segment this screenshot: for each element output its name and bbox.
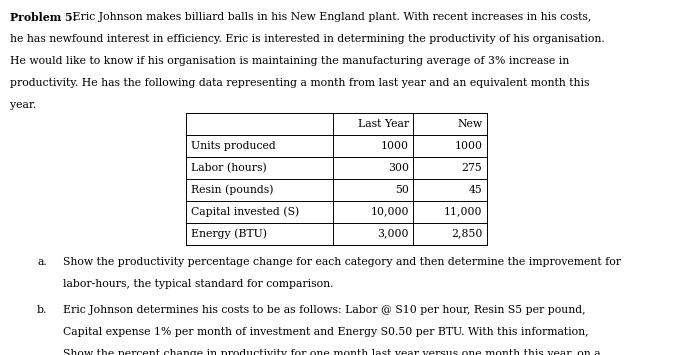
- Text: New: New: [457, 119, 482, 129]
- Text: 1000: 1000: [454, 141, 482, 151]
- Text: Resin (pounds): Resin (pounds): [191, 184, 274, 195]
- Text: Problem 5:: Problem 5:: [10, 12, 77, 23]
- Text: Show the percent change in productivity for one month last year versus one month: Show the percent change in productivity …: [63, 349, 601, 355]
- Text: 2,850: 2,850: [451, 229, 482, 239]
- Text: 300: 300: [388, 163, 409, 173]
- Text: he has newfound interest in efficiency. Eric is interested in determining the pr: he has newfound interest in efficiency. …: [10, 34, 606, 44]
- Text: Show the productivity percentage change for each category and then determine the: Show the productivity percentage change …: [63, 257, 621, 267]
- Text: 45: 45: [468, 185, 482, 195]
- Text: Eric Johnson makes billiard balls in his New England plant. With recent increase: Eric Johnson makes billiard balls in his…: [69, 12, 591, 22]
- Text: Eric Johnson determines his costs to be as follows: Labor @ S10 per hour, Resin : Eric Johnson determines his costs to be …: [63, 305, 586, 315]
- Text: a.: a.: [37, 257, 47, 267]
- Text: 10,000: 10,000: [370, 207, 409, 217]
- Text: 50: 50: [395, 185, 409, 195]
- Text: Capital invested (S): Capital invested (S): [191, 206, 300, 217]
- Text: 275: 275: [461, 163, 482, 173]
- Text: Labor (hours): Labor (hours): [191, 163, 267, 173]
- Text: 1000: 1000: [381, 141, 409, 151]
- Text: Capital expense 1% per month of investment and Energy S0.50 per BTU. With this i: Capital expense 1% per month of investme…: [63, 327, 589, 337]
- Text: productivity. He has the following data representing a month from last year and : productivity. He has the following data …: [10, 78, 590, 88]
- FancyBboxPatch shape: [186, 113, 486, 245]
- Text: 3,000: 3,000: [377, 229, 409, 239]
- Text: b.: b.: [37, 305, 48, 315]
- Text: He would like to know if his organisation is maintaining the manufacturing avera: He would like to know if his organisatio…: [10, 56, 570, 66]
- Text: labor-hours, the typical standard for comparison.: labor-hours, the typical standard for co…: [63, 279, 333, 289]
- Text: Last Year: Last Year: [358, 119, 409, 129]
- Text: year.: year.: [10, 100, 36, 110]
- Text: Energy (BTU): Energy (BTU): [191, 228, 267, 239]
- Text: 11,000: 11,000: [444, 207, 482, 217]
- Text: Units produced: Units produced: [191, 141, 276, 151]
